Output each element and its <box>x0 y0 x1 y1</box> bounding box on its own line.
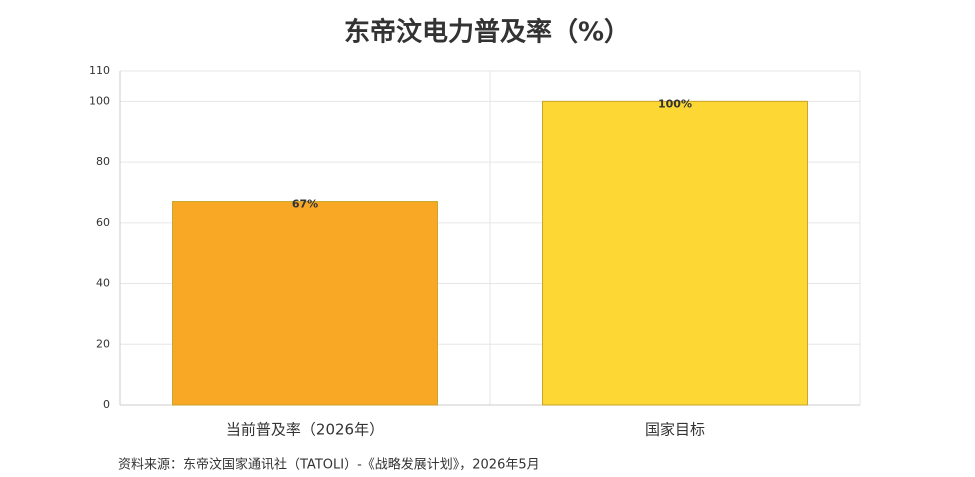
y-tick-label: 40 <box>96 277 110 290</box>
y-tick-label: 80 <box>96 155 110 168</box>
y-tick-label: 110 <box>89 64 110 77</box>
y-tick-label: 20 <box>96 337 110 350</box>
bar <box>542 100 808 406</box>
value-label: 100% <box>658 97 692 110</box>
chart-title: 东帝汶电力普及率（%） <box>344 17 630 48</box>
x-tick-label: 国家目标 <box>645 421 705 439</box>
x-tick-label: 当前普及率（2026年） <box>226 421 384 439</box>
y-tick-label: 60 <box>96 216 110 229</box>
y-tick-label: 100 <box>89 94 110 107</box>
value-label: 67% <box>292 198 318 211</box>
y-tick-label: 0 <box>103 398 110 411</box>
bar <box>172 201 438 406</box>
source-note: 资料来源：东帝汶国家通讯社（TATOLI）-《战略发展计划》，2026年5月 <box>118 457 540 473</box>
